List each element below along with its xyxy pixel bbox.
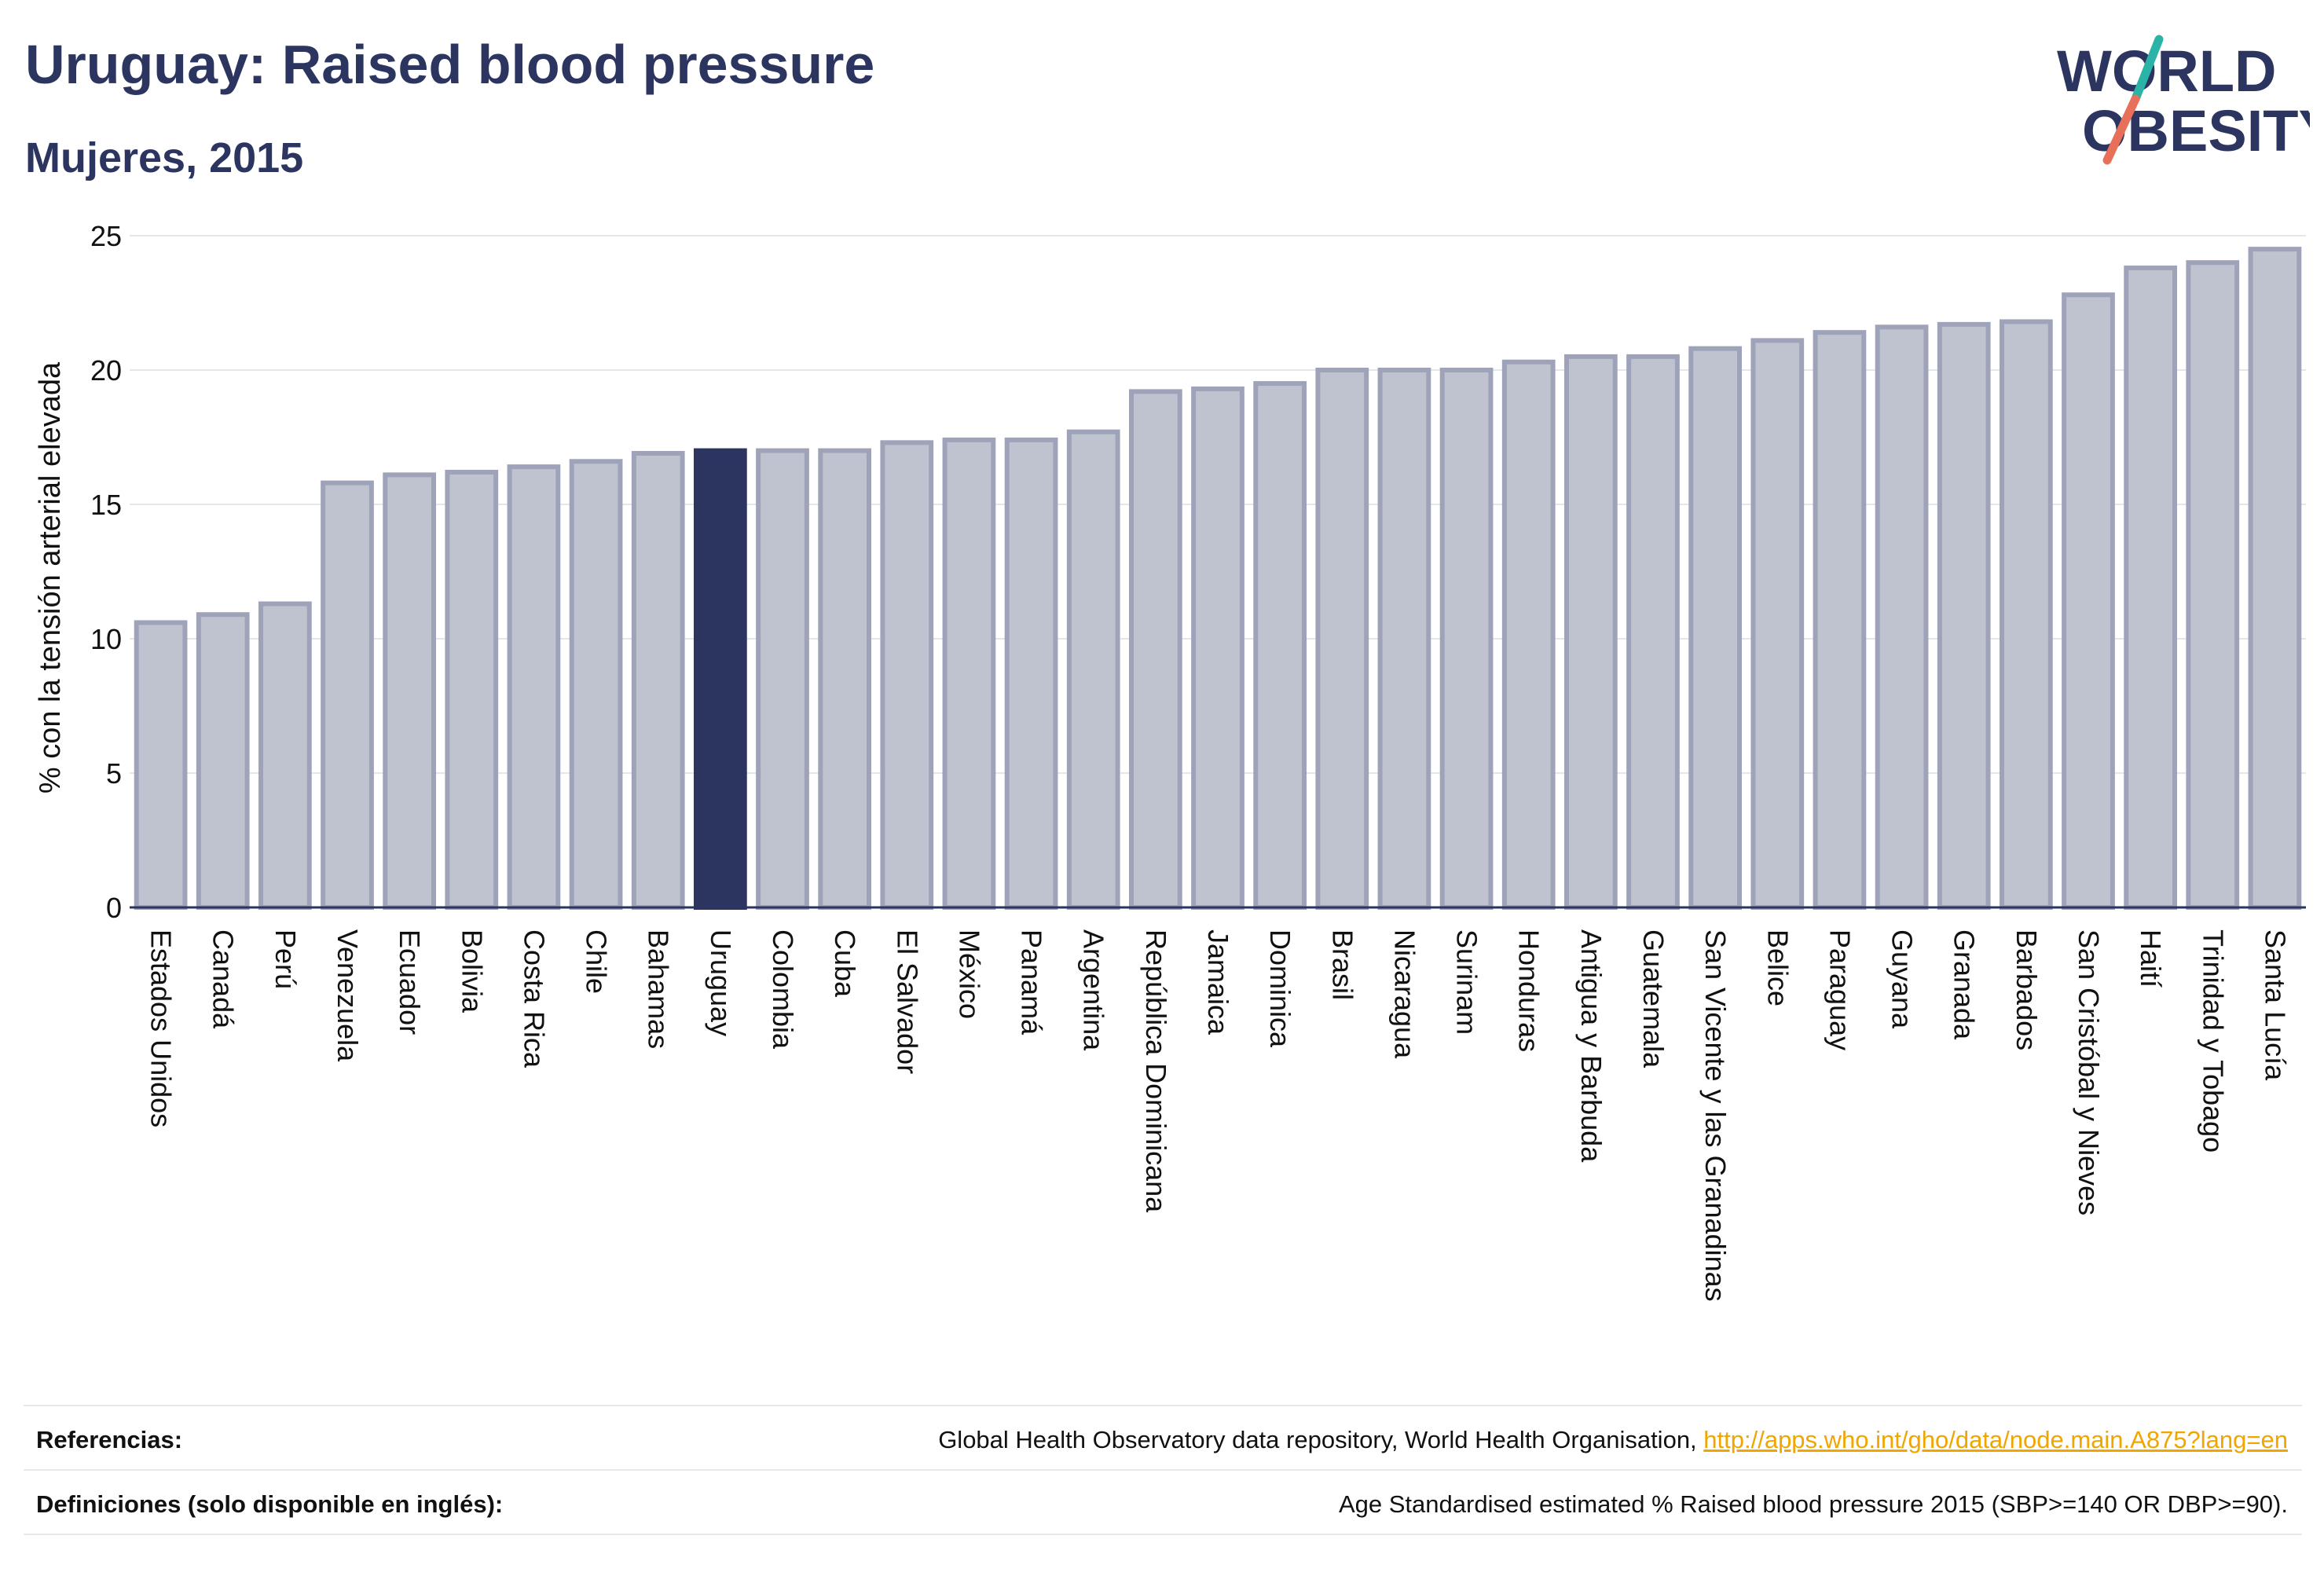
x-tick-label: Guyana: [1886, 929, 1919, 1029]
bar-ecuador: [383, 472, 437, 910]
x-tick-label: Santa Lucía: [2259, 929, 2291, 1081]
bar-el-salvador: [880, 440, 934, 910]
x-tick-label: México: [953, 929, 985, 1019]
x-tick-label: Ecuador: [394, 929, 426, 1035]
bar-hait-: [2124, 266, 2178, 911]
bar-costa-rica: [507, 464, 561, 910]
x-tick-label: Brasil: [1326, 929, 1358, 1000]
bar-antigua-y-barbuda: [1563, 354, 1618, 910]
bar-bahamas: [631, 451, 685, 910]
x-tick-label: Honduras: [1513, 929, 1545, 1052]
bar-nicaragua: [1377, 368, 1431, 910]
bar-rep-blica-dominicana: [1128, 389, 1182, 910]
x-tick-label: Estados Unidos: [145, 929, 178, 1127]
y-tick-label: 0: [106, 892, 122, 924]
bar-brasil: [1315, 368, 1369, 910]
y-tick-label: 15: [90, 489, 122, 521]
x-tick-label: San Cristóbal y Nieves: [2073, 929, 2105, 1215]
logo-slash-bottom: [2102, 94, 2140, 165]
y-tick-label: 5: [106, 757, 122, 790]
x-tick-label: Antigua y Barbuda: [1575, 929, 1607, 1163]
x-tick-label: Paraguay: [1824, 929, 1856, 1050]
references-source: Global Health Observatory data repositor…: [938, 1426, 1704, 1453]
bar-estados-unidos: [134, 620, 188, 910]
y-tick-label: 25: [90, 220, 122, 252]
logo-slash-top: [2131, 35, 2164, 104]
x-tick-label: Venezuela: [332, 929, 364, 1062]
x-tick-label: Nicaragua: [1388, 929, 1420, 1059]
bar-argentina: [1066, 429, 1120, 910]
bar-bolivia: [445, 469, 499, 910]
logo-word-world: WORLD: [2057, 38, 2277, 104]
bar-santa-luc-a: [2248, 247, 2302, 911]
x-tick-label: Dominica: [1264, 929, 1296, 1048]
bar-surinam: [1439, 368, 1494, 910]
bar-uruguay: [693, 448, 747, 910]
references-label: Referencias:: [36, 1426, 183, 1453]
x-tick-label: Argentina: [1078, 929, 1110, 1051]
x-tick-label: Surinam: [1451, 929, 1483, 1035]
bar-trinidad-y-tobago: [2186, 260, 2240, 910]
world-obesity-logo: WORLD OBESITY: [2057, 35, 2310, 165]
footer-divider-middle: [24, 1469, 2302, 1471]
x-tick-label: Haití: [2135, 929, 2167, 988]
references-text: Global Health Observatory data repositor…: [938, 1426, 2288, 1454]
y-axis-label: % con la tensión arterial elevada: [34, 361, 67, 793]
x-tick-label: Chile: [581, 929, 613, 994]
x-tick-label: República Dominicana: [1140, 929, 1172, 1213]
x-tick-label: Costa Rica: [518, 929, 550, 1068]
y-tick-label: 10: [90, 623, 122, 655]
bar-granada: [1937, 321, 1991, 910]
x-tick-label: Cuba: [829, 929, 861, 998]
bar-chile: [569, 459, 623, 910]
x-tick-label: Guatemala: [1637, 929, 1670, 1068]
definitions-text: Age Standardised estimated % Raised bloo…: [1338, 1490, 2288, 1518]
bar-dominica: [1253, 381, 1307, 911]
bar-san-vicente-y-las-granadinas: [1688, 346, 1743, 910]
footer-divider-bottom: [24, 1534, 2302, 1535]
bar-per-: [258, 601, 312, 910]
bar-chart: 0 5 10 15 20 25 % con la tensión arterial elev…: [34, 220, 2306, 1302]
bar-canad-: [196, 612, 250, 910]
bar-jamaica: [1191, 386, 1244, 910]
x-tick-label: Colombia: [767, 929, 799, 1050]
bar-san-crist-bal-y-nieves: [2062, 292, 2115, 910]
x-tick-label: Uruguay: [705, 929, 737, 1036]
bar-cuba: [818, 448, 872, 910]
bar-panam-: [1004, 437, 1058, 910]
definitions-label: Definiciones (solo disponible en inglés)…: [36, 1490, 504, 1518]
y-tick-label: 20: [90, 354, 122, 387]
x-tick-label: Barbados: [2011, 929, 2043, 1050]
references-link[interactable]: http://apps.who.int/gho/data/node.main.A…: [1703, 1426, 2288, 1453]
x-tick-label: Perú: [269, 929, 302, 989]
bar-honduras: [1501, 359, 1556, 910]
chart-title: Uruguay: Raised blood pressure: [25, 34, 875, 95]
chart-subtitle: Mujeres, 2015: [25, 134, 304, 181]
x-tick-label: El Salvador: [891, 929, 923, 1074]
x-tick-label: Bolivia: [456, 929, 488, 1013]
bar-belice: [1750, 338, 1805, 910]
x-tick-label: San Vicente y las Granadinas: [1699, 929, 1732, 1302]
x-tick-label: Belice: [1761, 929, 1794, 1006]
x-tick-label: Trinidad y Tobago: [2197, 929, 2229, 1153]
bar-venezuela: [321, 480, 374, 910]
x-tick-label: Bahamas: [643, 929, 675, 1049]
footer-divider-top: [24, 1405, 2302, 1406]
bar-guyana: [1875, 324, 1929, 910]
x-tick-label: Granada: [1948, 929, 1981, 1040]
bar-paraguay: [1813, 330, 1867, 910]
bar-m-xico: [942, 437, 996, 910]
bar-guatemala: [1626, 354, 1680, 910]
x-tick-label: Panamá: [1016, 929, 1048, 1035]
x-tick-label: Canadá: [207, 929, 240, 1029]
x-tick-label: Jamaica: [1202, 929, 1234, 1035]
bar-barbados: [1999, 319, 2053, 910]
bar-colombia: [756, 448, 809, 910]
